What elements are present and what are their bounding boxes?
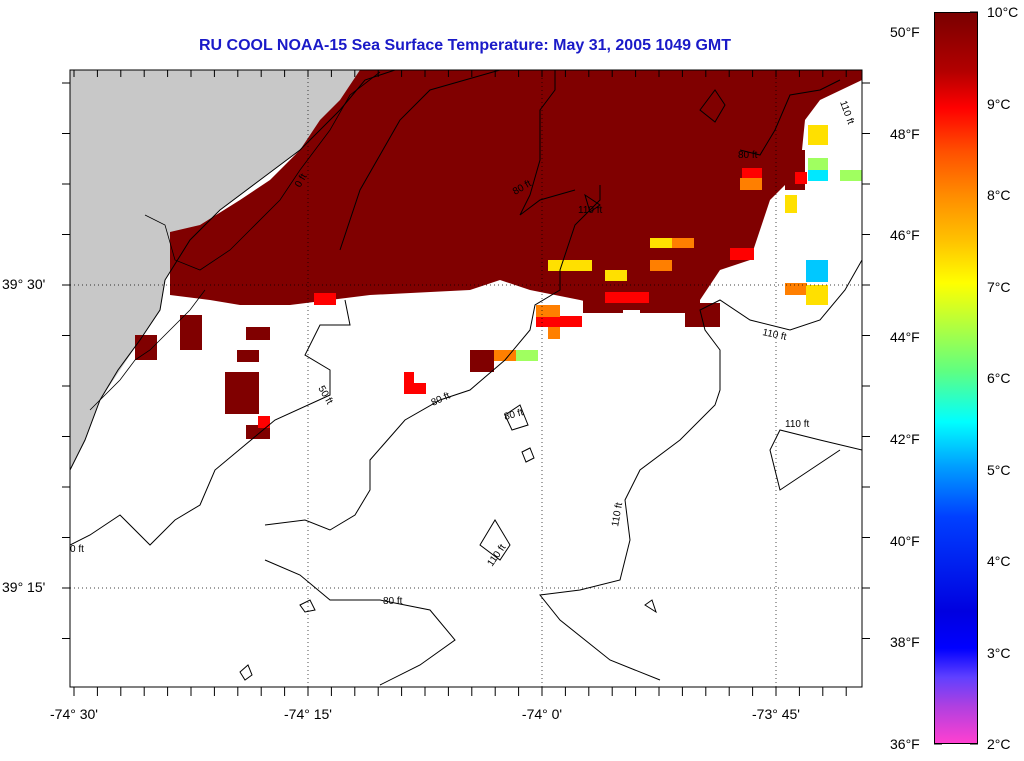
colorbar-f-label: 40°F	[890, 532, 920, 549]
colorbar-f-label: 42°F	[890, 430, 920, 447]
colorbar-f-label: 38°F	[890, 634, 920, 651]
contour-label-80ft: 80 ft	[430, 390, 452, 408]
contour-label-110ft-2: 110 ft	[610, 501, 625, 527]
land-mask	[70, 70, 360, 470]
contour-label-110ft: 110 ft	[578, 205, 602, 216]
colorbar-f-label: 36°F	[890, 736, 920, 752]
lon-label-74-30: -74° 30'	[50, 706, 98, 722]
colorbar-c-label: 9°C	[987, 95, 1011, 112]
contour-label-80ft-5: 80 ft	[503, 407, 525, 423]
contour-80ft-north	[339, 70, 501, 251]
lon-label-74-0: -74° 0'	[521, 706, 563, 722]
colorbar-f-label: 44°F	[890, 329, 920, 346]
contour-label-110ft-5: 110 ft	[485, 542, 508, 568]
lon-label-74-15: -74° 15'	[284, 706, 332, 722]
colorbar-c-label: 8°C	[987, 187, 1011, 203]
colorbar-c-label: 7°C	[987, 278, 1011, 295]
contour-label-110ft-4: 110 ft	[785, 419, 809, 430]
sst-warm-region	[170, 70, 862, 310]
colorbar-c-label: 5°C	[987, 461, 1011, 478]
contour-50ft	[264, 185, 601, 531]
contour-label-110ft-6: 110 ft	[837, 99, 856, 126]
colorbar-c-label: 6°C	[987, 370, 1011, 386]
contour-0ft	[70, 299, 351, 546]
coastline	[70, 70, 396, 471]
contour-80ft	[264, 559, 456, 686]
contour-110ft-main	[539, 259, 862, 681]
colorbar-f-label: 48°F	[890, 125, 920, 142]
lat-label-39-30: 39° 30'	[2, 276, 46, 292]
contour-label-80ft-4: 80 ft	[738, 150, 758, 161]
colorbar-f-label: 46°F	[890, 227, 920, 244]
colorbar-c-label: 2°C	[987, 736, 1011, 752]
lon-label-73-45: -73° 45'	[752, 706, 800, 722]
contour-110ft-east	[769, 429, 862, 491]
temperature-colorbar	[934, 12, 978, 744]
map-title: RU COOL NOAA-15 Sea Surface Temperature:…	[198, 37, 732, 54]
contour-label-110ft-3: 110 ft	[761, 327, 787, 343]
colorbar-c-label: 3°C	[987, 644, 1011, 661]
contour-label-50ft: 50 ft	[315, 384, 334, 407]
colorbar-c-label: 4°C	[987, 553, 1011, 569]
colorbar-f-label: 50°F	[890, 24, 920, 40]
contour-label-80ft-2: 80 ft	[383, 596, 403, 607]
contour-110ft	[519, 70, 576, 216]
map-frame	[69, 69, 863, 688]
colorbar-c-label: 10°C	[987, 4, 1019, 20]
contour-label-0ft: 0 ft	[70, 544, 84, 555]
lat-label-39-15: 39° 15'	[2, 579, 46, 595]
